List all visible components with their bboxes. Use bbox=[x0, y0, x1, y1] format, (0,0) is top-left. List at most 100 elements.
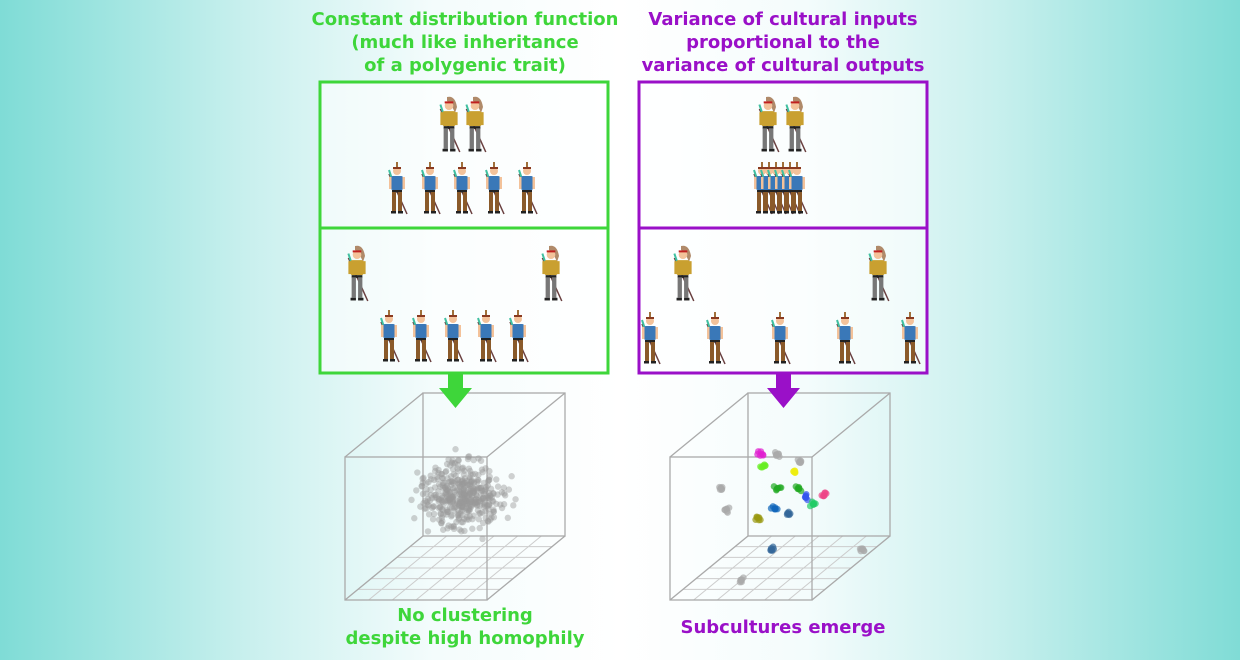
right-scatter-cube bbox=[669, 392, 891, 601]
scatter-point bbox=[469, 515, 476, 523]
scatter-point bbox=[471, 470, 479, 478]
scatter-point bbox=[454, 512, 462, 519]
scatter-point bbox=[438, 498, 446, 505]
scatter-point bbox=[419, 475, 426, 482]
scatter-point bbox=[487, 491, 494, 499]
scatter-point bbox=[466, 489, 474, 496]
scatter-point bbox=[438, 470, 445, 478]
scatter-point bbox=[421, 505, 428, 512]
scatter-point bbox=[447, 492, 454, 499]
scatter-point bbox=[467, 502, 474, 509]
scatter-point bbox=[429, 504, 436, 512]
scatter-point bbox=[501, 490, 508, 497]
scatter-point bbox=[453, 498, 461, 505]
scatter-point bbox=[461, 491, 469, 498]
scatter-point bbox=[474, 502, 481, 509]
scatter-point bbox=[457, 510, 464, 517]
scatter-point bbox=[460, 499, 467, 506]
scatter-point bbox=[429, 503, 437, 510]
scatter-point bbox=[461, 501, 469, 508]
scatter-point bbox=[482, 507, 489, 515]
scatter-point bbox=[443, 506, 451, 514]
scatter-point bbox=[490, 514, 498, 521]
scatter-point bbox=[437, 510, 444, 517]
scatter-point bbox=[449, 498, 457, 505]
scatter-point bbox=[474, 507, 482, 514]
scatter-point bbox=[445, 456, 452, 463]
scatter-point bbox=[477, 484, 485, 491]
scatter-point bbox=[428, 494, 436, 502]
scatter-point bbox=[791, 467, 799, 475]
scatter-point bbox=[504, 514, 512, 522]
scatter-point bbox=[438, 474, 446, 482]
scatter-point bbox=[476, 496, 483, 504]
scatter-point bbox=[460, 486, 467, 493]
scatter-point bbox=[434, 475, 441, 483]
scatter-point bbox=[467, 478, 475, 486]
scatter-point bbox=[444, 508, 452, 516]
scatter-point bbox=[461, 479, 469, 487]
scatter-point bbox=[477, 510, 484, 517]
scatter-point bbox=[435, 466, 442, 474]
scatter-point bbox=[456, 488, 464, 495]
scatter-point bbox=[430, 510, 438, 518]
scatter-point bbox=[444, 525, 451, 532]
scatter-point bbox=[512, 496, 519, 503]
scatter-point bbox=[797, 487, 805, 495]
scatter-point bbox=[472, 500, 479, 507]
scatter-point bbox=[441, 497, 448, 504]
scatter-point bbox=[449, 494, 456, 501]
scatter-point bbox=[455, 486, 462, 494]
scatter-point bbox=[424, 495, 432, 503]
scatter-point bbox=[408, 496, 415, 504]
scatter-point bbox=[480, 479, 488, 487]
scatter-point bbox=[445, 495, 452, 502]
scatter-point bbox=[458, 490, 465, 497]
scatter-point bbox=[456, 526, 463, 533]
scatter-point bbox=[463, 500, 471, 507]
scatter-point bbox=[458, 498, 466, 506]
scatter-point bbox=[456, 483, 464, 490]
scatter-point bbox=[446, 496, 453, 503]
scatter-point bbox=[419, 490, 427, 498]
scatter-point bbox=[422, 497, 429, 504]
scatter-point bbox=[442, 486, 450, 493]
scatter-point bbox=[755, 514, 763, 521]
scatter-point bbox=[455, 516, 462, 523]
scatter-point bbox=[449, 479, 457, 486]
scatter-point bbox=[435, 496, 443, 503]
scatter-point bbox=[776, 484, 784, 491]
scatter-point bbox=[466, 482, 473, 489]
scatter-point bbox=[467, 500, 474, 508]
scatter-point bbox=[476, 502, 483, 509]
scatter-point bbox=[431, 491, 438, 499]
scatter-point bbox=[802, 494, 810, 502]
scatter-point bbox=[462, 498, 470, 505]
scatter-point bbox=[461, 494, 468, 501]
scatter-point bbox=[464, 487, 472, 494]
scatter-point bbox=[461, 515, 468, 522]
scatter-point bbox=[485, 502, 492, 509]
scatter-point bbox=[483, 492, 491, 499]
scatter-point bbox=[474, 476, 481, 483]
scatter-point bbox=[472, 496, 480, 503]
scatter-point bbox=[475, 515, 483, 523]
scatter-point bbox=[471, 498, 479, 506]
scatter-point bbox=[481, 499, 488, 507]
scatter-point bbox=[470, 487, 478, 495]
scatter-point bbox=[454, 480, 462, 487]
scatter-point bbox=[463, 497, 470, 504]
scatter-point bbox=[484, 482, 492, 489]
scatter-point bbox=[446, 489, 453, 496]
scatter-point bbox=[420, 474, 427, 482]
scatter-point bbox=[494, 483, 502, 490]
scatter-point bbox=[458, 492, 466, 499]
scatter-point bbox=[478, 495, 485, 502]
scatter-point bbox=[469, 525, 476, 532]
scatter-point bbox=[456, 490, 463, 498]
scatter-point bbox=[761, 462, 769, 470]
scatter-point bbox=[458, 503, 466, 510]
scatter-point bbox=[768, 546, 776, 554]
scatter-point bbox=[455, 511, 462, 519]
